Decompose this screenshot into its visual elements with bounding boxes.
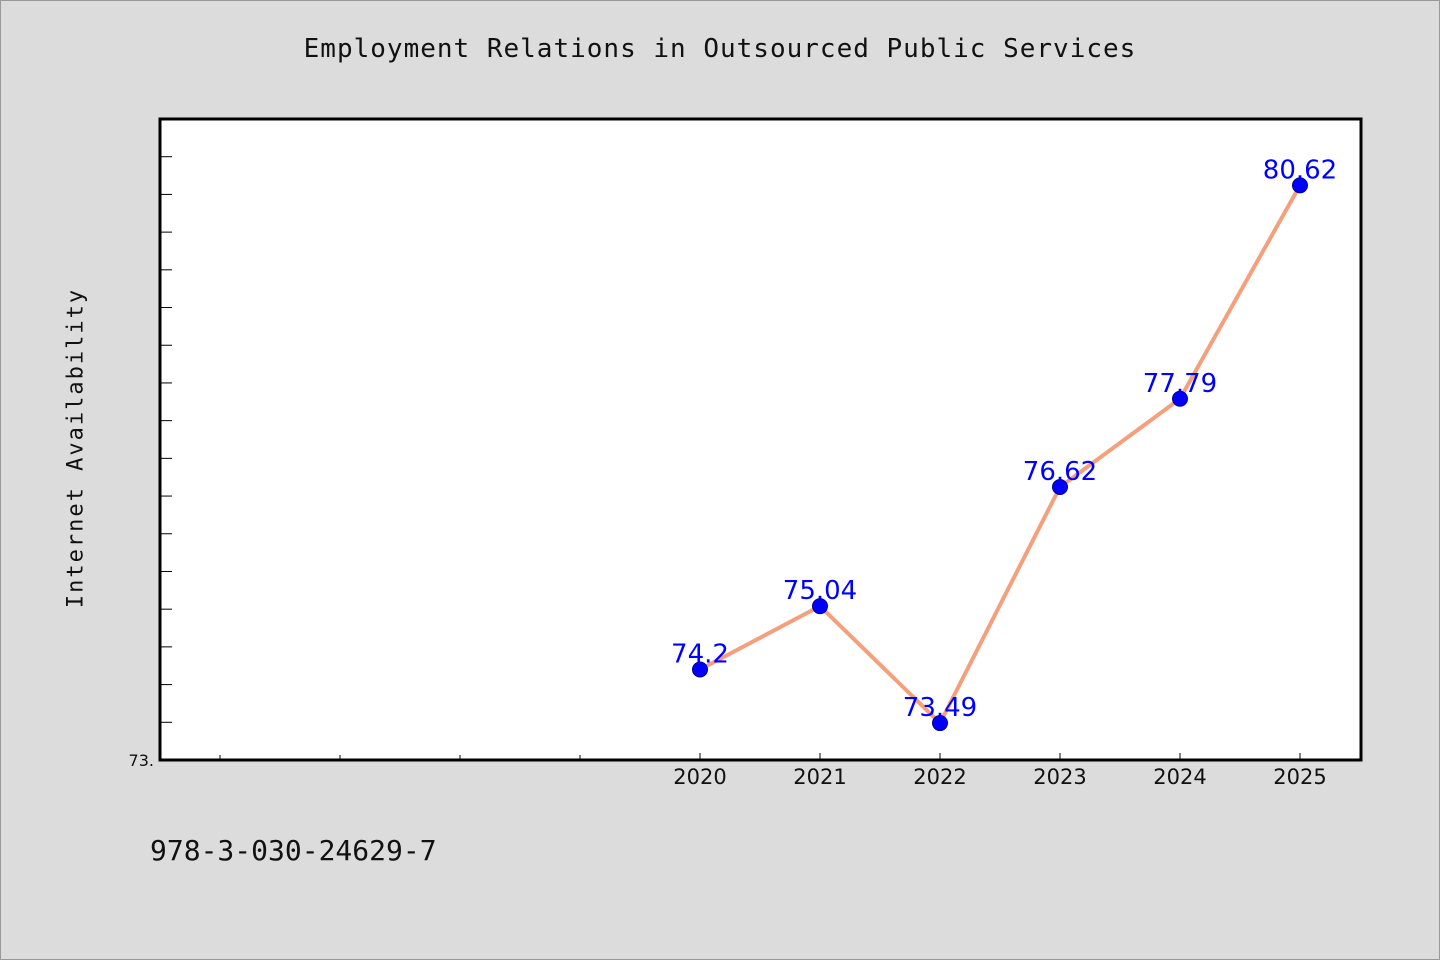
data-label: 74.2 (671, 640, 729, 670)
data-point (692, 661, 708, 678)
data-point (812, 598, 828, 615)
series-group (692, 177, 1308, 732)
plot-area (158, 117, 1363, 762)
data-label: 75.04 (783, 576, 857, 606)
data-label: 77.79 (1143, 369, 1217, 399)
data-label: 80.62 (1263, 155, 1337, 185)
chart-title: Employment Relations in Outsourced Publi… (303, 34, 1137, 64)
x-axis-ticks: 2020 2021 2022 2023 2024 2025 (219, 753, 1327, 789)
x-tick-label: 2022 (913, 765, 966, 789)
data-point (932, 715, 948, 732)
x-tick-label: 2024 (1153, 765, 1206, 789)
x-tick-label: 2020 (673, 765, 726, 789)
data-labels: 74.2 75.04 73.49 76.62 77.79 80.62 (671, 155, 1337, 723)
y-axis-ticks: 73. (129, 156, 172, 770)
x-tick-label: 2021 (793, 765, 846, 789)
data-point (1172, 390, 1188, 407)
x-tick-label: 2025 (1273, 765, 1326, 789)
data-point (1052, 479, 1068, 496)
isbn-text: 978-3-030-24629-7 (150, 834, 437, 867)
y-tick-label: 73. (129, 751, 154, 770)
x-tick-label: 2023 (1033, 765, 1086, 789)
data-label: 76.62 (1023, 457, 1097, 487)
data-point (1292, 177, 1308, 194)
data-label: 73.49 (903, 693, 977, 723)
series-line (699, 184, 1302, 726)
